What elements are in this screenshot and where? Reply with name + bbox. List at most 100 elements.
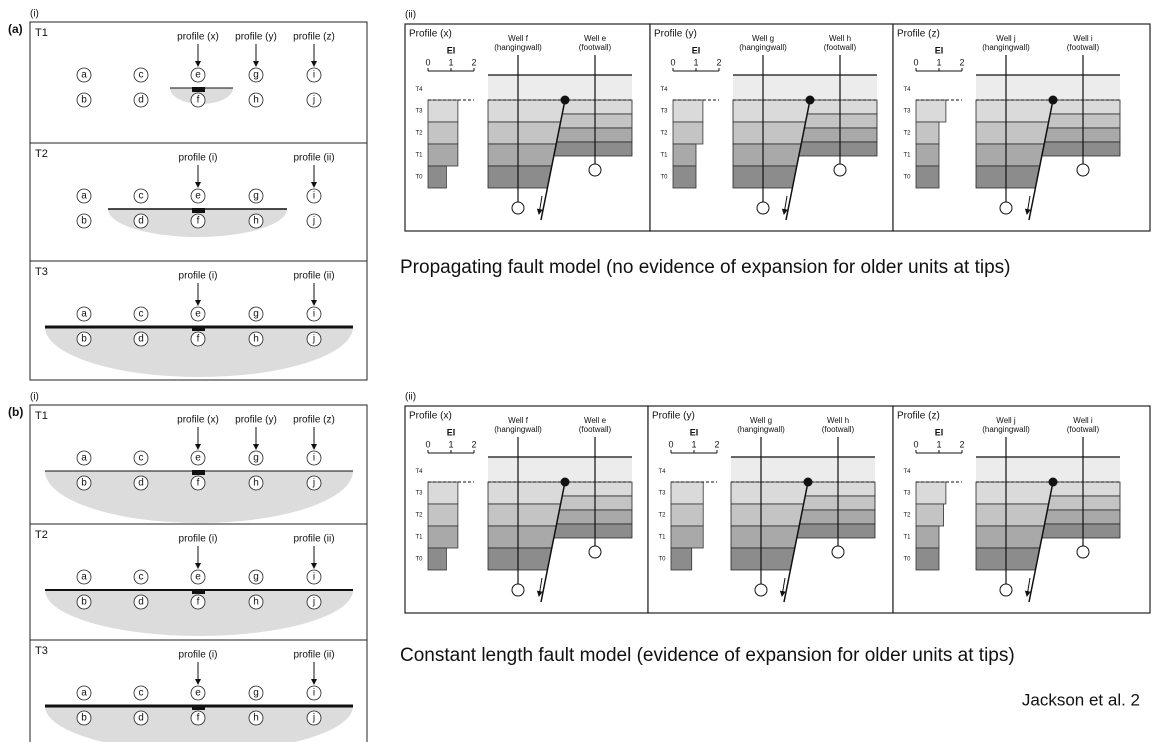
ei-bar	[673, 122, 703, 144]
hangingwall-unit	[731, 526, 799, 548]
profile-title: Profile (x)	[409, 411, 452, 422]
fault-tip	[561, 96, 570, 105]
subpanel-label: (i)	[30, 9, 39, 20]
well-role: (hangingwall)	[737, 425, 785, 434]
ei-tick-label: 0	[425, 439, 430, 449]
hangingwall-unit	[488, 504, 561, 526]
subpanel-label: (i)	[30, 392, 39, 403]
subpanel-label: (ii)	[405, 392, 416, 403]
footwall-unit	[802, 128, 877, 142]
well-letter: j	[312, 216, 315, 227]
well-letter: d	[138, 713, 144, 724]
model-caption: Constant length fault model (evidence of…	[400, 645, 1015, 666]
well-role: (hangingwall)	[494, 425, 542, 434]
stage-name: T2	[35, 148, 48, 160]
ei-bar	[428, 504, 458, 526]
model-caption: Propagating fault model (no evidence of …	[400, 257, 1010, 278]
hangingwall-unit	[976, 122, 1049, 144]
well-letter: b	[81, 95, 87, 106]
footwall-unit	[1045, 128, 1120, 142]
ei-tick-label: 1	[448, 439, 453, 449]
well-letter: e	[195, 688, 201, 699]
footwall-unit	[557, 510, 632, 524]
ei-bar	[673, 100, 703, 122]
profile-label: profile (y)	[235, 415, 277, 426]
well-letter: g	[253, 191, 259, 202]
ei-bar	[428, 122, 458, 144]
well-letter: j	[312, 597, 315, 608]
fault-centre	[192, 470, 205, 475]
well-role: (footwall)	[579, 425, 612, 434]
profile-label: profile (ii)	[293, 534, 334, 545]
well-base	[1077, 546, 1089, 558]
well-letter: g	[253, 309, 259, 320]
hangingwall-unit	[733, 100, 810, 122]
ei-axis-label: EI	[690, 427, 699, 437]
ei-tick-label: 2	[959, 57, 964, 67]
profile-label: profile (ii)	[293, 271, 334, 282]
unit-label: T4	[660, 87, 668, 93]
fault-centre	[192, 705, 205, 710]
ei-tick-label: 2	[716, 57, 721, 67]
well-letter: a	[81, 572, 87, 583]
hangingwall-unit	[488, 482, 565, 504]
well-letter: i	[313, 309, 315, 320]
hangingwall-unit	[976, 504, 1049, 526]
ei-bar	[428, 526, 458, 548]
ei-tick-label: 0	[913, 57, 918, 67]
panel-label: (a)	[8, 22, 23, 36]
well-letter: c	[139, 688, 144, 699]
ei-axis-label: EI	[692, 45, 701, 55]
well-name: Well g	[752, 34, 774, 43]
well-letter: i	[313, 453, 315, 464]
ei-bar	[428, 166, 446, 188]
footwall-unit	[1045, 510, 1120, 524]
profile-title: Profile (z)	[897, 411, 940, 422]
fault-tip	[561, 478, 570, 487]
well-letter: c	[139, 191, 144, 202]
well-letter: f	[197, 713, 200, 724]
well-letter: e	[195, 309, 201, 320]
well-letter: b	[81, 334, 87, 345]
hangingwall-unit	[731, 482, 808, 504]
well-letter: i	[313, 191, 315, 202]
well-letter: c	[139, 453, 144, 464]
unit-label: T3	[903, 109, 911, 115]
footwall-unit	[807, 100, 877, 114]
well-letter: d	[138, 216, 144, 227]
ei-tick-label: 0	[670, 57, 675, 67]
hangingwall-unit	[976, 526, 1044, 548]
unit-label: T1	[903, 153, 911, 159]
stage-name: T1	[35, 410, 48, 422]
well-letter: j	[312, 713, 315, 724]
ei-bar	[916, 166, 939, 188]
well-name: Well j	[996, 34, 1016, 43]
well-base	[512, 202, 524, 214]
footwall-unit	[1047, 496, 1120, 510]
ei-bar	[916, 526, 939, 548]
hangingwall-unit	[976, 166, 1040, 188]
well-base	[755, 584, 767, 596]
well-letter: c	[139, 572, 144, 583]
well-base	[1000, 584, 1012, 596]
hangingwall-unit	[976, 144, 1044, 166]
footwall-unit	[804, 114, 877, 128]
footwall-unit	[1042, 142, 1120, 156]
well-role: (hangingwall)	[982, 425, 1030, 434]
ei-tick-label: 1	[448, 57, 453, 67]
well-role: (footwall)	[822, 425, 855, 434]
profile-label: profile (y)	[235, 32, 277, 43]
well-letter: f	[197, 478, 200, 489]
hangingwall-unit	[488, 144, 556, 166]
footwall-unit	[559, 496, 632, 510]
well-letter: e	[195, 572, 201, 583]
unit-t4	[976, 75, 1120, 100]
unit-label: T0	[415, 557, 423, 563]
profile-label: profile (ii)	[293, 153, 334, 164]
well-name: Well i	[1073, 416, 1093, 425]
well-letter: f	[197, 95, 200, 106]
footwall-unit	[1047, 114, 1120, 128]
hangingwall-unit	[733, 144, 801, 166]
unit-t4	[733, 75, 877, 100]
ei-bar	[916, 548, 939, 570]
